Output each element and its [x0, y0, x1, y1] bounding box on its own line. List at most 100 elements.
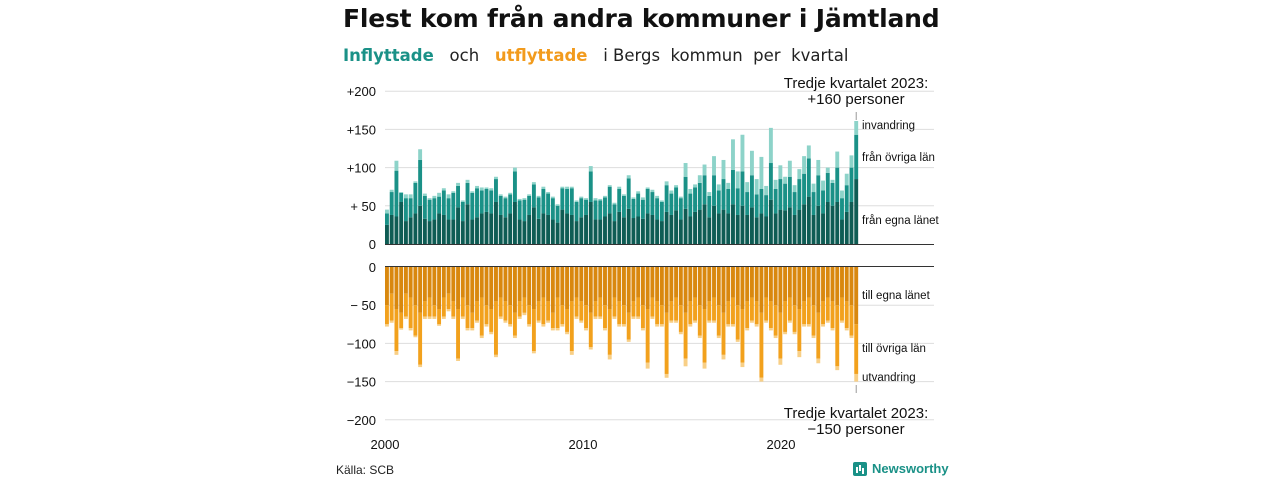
- bar-out-egna: [508, 267, 513, 306]
- top-y-tick-label: 0: [369, 237, 376, 252]
- bar-out-egna: [716, 267, 721, 306]
- bar-in-ovriga: [588, 171, 593, 202]
- bar-out-egna: [484, 267, 489, 306]
- bar-in-invandring: [612, 202, 617, 205]
- bar-out-utvandring: [541, 324, 546, 327]
- bar-out-egna: [688, 267, 693, 302]
- bar-out-ovriga: [394, 309, 399, 352]
- bar-out-utvandring: [565, 331, 570, 335]
- bar-in-egna: [508, 213, 513, 244]
- bar-out-ovriga: [731, 297, 735, 325]
- bar-out-egna: [527, 267, 532, 306]
- bar-in-invandring: [432, 195, 437, 199]
- bar-in-invandring: [569, 186, 574, 189]
- bar-out-ovriga: [835, 305, 840, 367]
- bar-in-invandring: [593, 198, 598, 201]
- bar-out-ovriga: [797, 309, 802, 352]
- bar-in-invandring: [773, 179, 778, 189]
- bar-in-ovriga: [693, 187, 697, 212]
- bar-in-ovriga: [716, 190, 721, 214]
- bar-out-utvandring: [441, 316, 446, 319]
- bar-out-utvandring: [830, 328, 835, 331]
- bar-in-invandring: [460, 200, 465, 202]
- bar-in-ovriga: [508, 194, 513, 214]
- bottom-annotation-line2: −150 personer: [807, 421, 904, 438]
- bar-out-ovriga: [716, 305, 721, 336]
- bar-in-ovriga: [825, 172, 830, 202]
- bar-in-ovriga: [688, 193, 693, 217]
- bar-in-invandring: [560, 186, 565, 189]
- bar-out-utvandring: [451, 316, 456, 319]
- bar-in-ovriga: [555, 205, 560, 223]
- bar-in-invandring: [840, 190, 844, 199]
- bar-in-invandring: [603, 195, 607, 198]
- bar-out-ovriga: [541, 297, 546, 325]
- bar-out-utvandring: [536, 320, 541, 323]
- bar-out-ovriga: [697, 305, 702, 336]
- bar-in-egna: [816, 205, 821, 244]
- bar-out-egna: [735, 267, 740, 306]
- bar-out-ovriga: [527, 305, 532, 325]
- bar-in-invandring: [512, 167, 517, 172]
- bar-in-ovriga: [830, 182, 835, 206]
- top-series-label: från övriga län: [862, 152, 935, 164]
- bar-in-ovriga: [584, 199, 588, 215]
- bar-out-utvandring: [403, 316, 408, 319]
- bar-out-utvandring: [693, 320, 697, 323]
- bar-out-ovriga: [408, 297, 413, 329]
- bar-out-utvandring: [702, 362, 707, 369]
- bar-in-egna: [622, 217, 626, 244]
- bar-in-invandring: [659, 200, 664, 202]
- bar-out-egna: [811, 267, 816, 306]
- bar-out-ovriga: [688, 301, 693, 325]
- bar-out-egna: [693, 267, 697, 298]
- bar-in-ovriga: [603, 197, 607, 217]
- bar-in-invandring: [645, 187, 650, 189]
- bar-in-ovriga: [512, 171, 517, 202]
- bar-in-invandring: [712, 156, 716, 176]
- bar-out-egna: [441, 267, 446, 298]
- bar-in-egna: [659, 221, 664, 244]
- top-annotation-line1: Tredje kvartalet 2023:: [784, 75, 929, 92]
- bar-out-ovriga: [399, 312, 404, 329]
- bar-out-ovriga: [773, 305, 778, 336]
- bar-out-egna: [655, 267, 660, 302]
- top-series-label: invandring: [862, 120, 915, 132]
- bar-out-utvandring: [385, 324, 389, 327]
- bar-in-egna: [768, 199, 773, 244]
- bar-out-egna: [678, 267, 683, 306]
- bar-out-utvandring: [721, 354, 726, 360]
- bar-out-utvandring: [764, 320, 769, 323]
- bar-in-ovriga: [394, 170, 399, 217]
- bar-in-egna: [612, 221, 617, 244]
- bar-out-egna: [598, 267, 603, 298]
- bar-out-ovriga: [759, 312, 764, 378]
- bar-in-invandring: [475, 185, 479, 189]
- bar-out-egna: [479, 267, 484, 298]
- bar-out-utvandring: [622, 324, 626, 327]
- bar-in-ovriga: [773, 188, 778, 214]
- bar-in-egna: [593, 219, 598, 244]
- bar-in-egna: [754, 217, 759, 244]
- bar-in-egna: [806, 196, 811, 244]
- bar-out-egna: [712, 267, 716, 298]
- bar-in-egna: [479, 213, 484, 244]
- x-tick-label: 2020: [767, 437, 796, 452]
- bar-in-invandring: [721, 159, 726, 180]
- bar-in-ovriga: [437, 196, 442, 214]
- brand-logo: Newsworthy: [853, 461, 949, 476]
- bar-in-ovriga: [418, 159, 423, 206]
- bar-out-ovriga: [470, 312, 475, 329]
- bar-out-ovriga: [531, 309, 536, 352]
- bar-in-egna: [655, 219, 660, 244]
- bar-out-ovriga: [446, 293, 451, 310]
- bar-in-ovriga: [735, 188, 740, 215]
- bar-in-invandring: [385, 209, 389, 214]
- bar-out-egna: [498, 267, 503, 298]
- bar-out-egna: [674, 267, 679, 298]
- bar-out-egna: [707, 267, 712, 302]
- bar-out-egna: [721, 267, 726, 313]
- bar-out-egna: [607, 267, 612, 310]
- bar-out-ovriga: [508, 305, 513, 325]
- bar-out-ovriga: [546, 301, 551, 321]
